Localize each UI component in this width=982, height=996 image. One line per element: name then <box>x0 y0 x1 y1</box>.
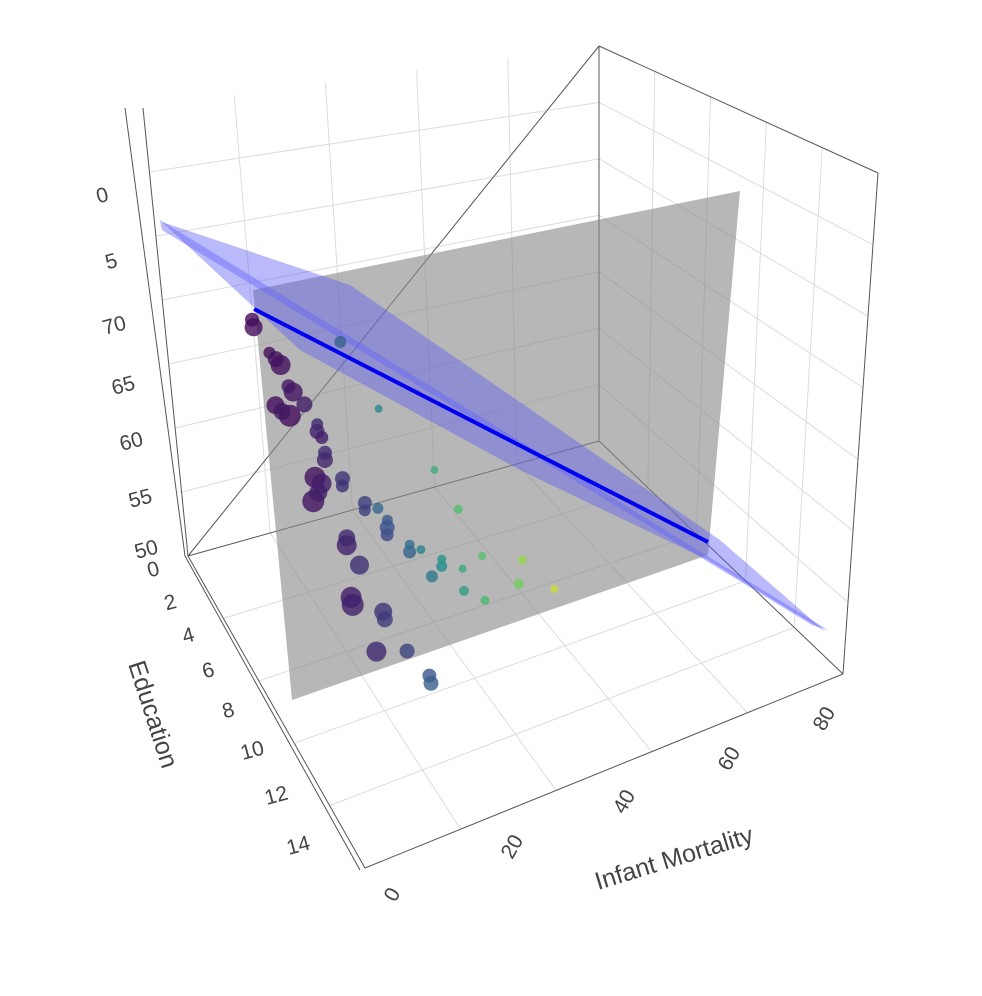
scatter-points <box>244 312 559 691</box>
scatter-point <box>404 539 415 550</box>
grid-line <box>162 214 600 301</box>
scatter-point <box>374 404 383 413</box>
scatter-point <box>478 552 487 560</box>
scatter-point <box>453 504 463 514</box>
scatter-point <box>296 396 313 413</box>
scatter-point <box>458 564 467 573</box>
scatter-point <box>366 641 387 662</box>
z-tick-label: 55 <box>126 485 155 513</box>
scatter-point <box>403 545 417 559</box>
regression-line <box>253 307 709 544</box>
grid-line <box>294 580 746 744</box>
scatter-point <box>550 585 559 594</box>
scatter-point <box>281 379 296 394</box>
x-tick-label: 80 <box>809 703 841 735</box>
slice-plane <box>253 191 740 700</box>
scatter-point <box>334 335 347 348</box>
scatter-point <box>436 560 448 572</box>
grid-line <box>744 122 767 581</box>
z-tick-label: 70 <box>100 312 129 340</box>
scatter-point <box>480 595 490 605</box>
scatter-point <box>423 675 439 691</box>
y-tick-label: 10 <box>238 737 267 765</box>
axis-edge <box>364 673 844 869</box>
x-tick-label: 60 <box>714 743 746 775</box>
scatter-point <box>357 496 372 510</box>
grid-line <box>598 101 874 246</box>
axis-edge <box>842 172 879 675</box>
scatter-point <box>399 643 415 659</box>
z-tick-label: 0 <box>94 183 111 208</box>
scatter-point <box>335 471 350 487</box>
regression-plane <box>160 220 828 630</box>
regression-plane-body <box>162 222 826 632</box>
grid-line <box>155 158 600 237</box>
y-tick-label: 4 <box>180 623 198 648</box>
scatter-point <box>318 445 332 460</box>
axis-edge <box>187 555 366 869</box>
scatter-point <box>311 418 324 431</box>
x-tick-label: 40 <box>609 786 641 818</box>
scatter-point <box>517 555 527 565</box>
scatter-point <box>381 514 393 526</box>
y-tick-label: 12 <box>262 782 291 810</box>
x-tick-label: 20 <box>497 831 529 863</box>
x-axis-title: Infant Mortality <box>592 821 757 896</box>
y-tick-label: 0 <box>145 557 162 582</box>
grid-line <box>329 626 795 807</box>
scatter-point <box>437 554 447 564</box>
scatter-point <box>350 555 369 575</box>
y-tick-label: 6 <box>200 658 217 683</box>
grid-line <box>149 101 600 173</box>
scatter-point <box>341 593 364 616</box>
z-tick-label: 5 <box>103 249 120 274</box>
grid-line <box>793 147 823 628</box>
y-tick-label: 8 <box>220 698 237 723</box>
axis-edge <box>124 107 186 557</box>
x-tick-label: 0 <box>379 884 405 906</box>
scatter-point <box>267 351 284 368</box>
axis-edge <box>184 555 361 871</box>
scatter-point <box>513 578 524 589</box>
y-axis-title: Education <box>122 657 183 771</box>
axis-edge <box>142 107 189 557</box>
y-tick-label: 14 <box>284 832 313 860</box>
scatter-point <box>376 611 393 628</box>
z-tick-label: 60 <box>117 428 146 456</box>
scatter-point <box>430 465 439 474</box>
z-tick-label: 65 <box>109 372 138 400</box>
scatter-point <box>244 318 263 337</box>
scatter-point <box>459 585 469 596</box>
scatter-point <box>309 483 328 502</box>
y-tick-label: 2 <box>162 590 179 615</box>
scatter-point <box>425 570 438 583</box>
axis-edge <box>598 45 879 174</box>
scatter-point <box>273 403 291 420</box>
scatter-point <box>372 502 384 514</box>
scatter-point <box>338 529 356 547</box>
scatter-point <box>416 545 426 555</box>
